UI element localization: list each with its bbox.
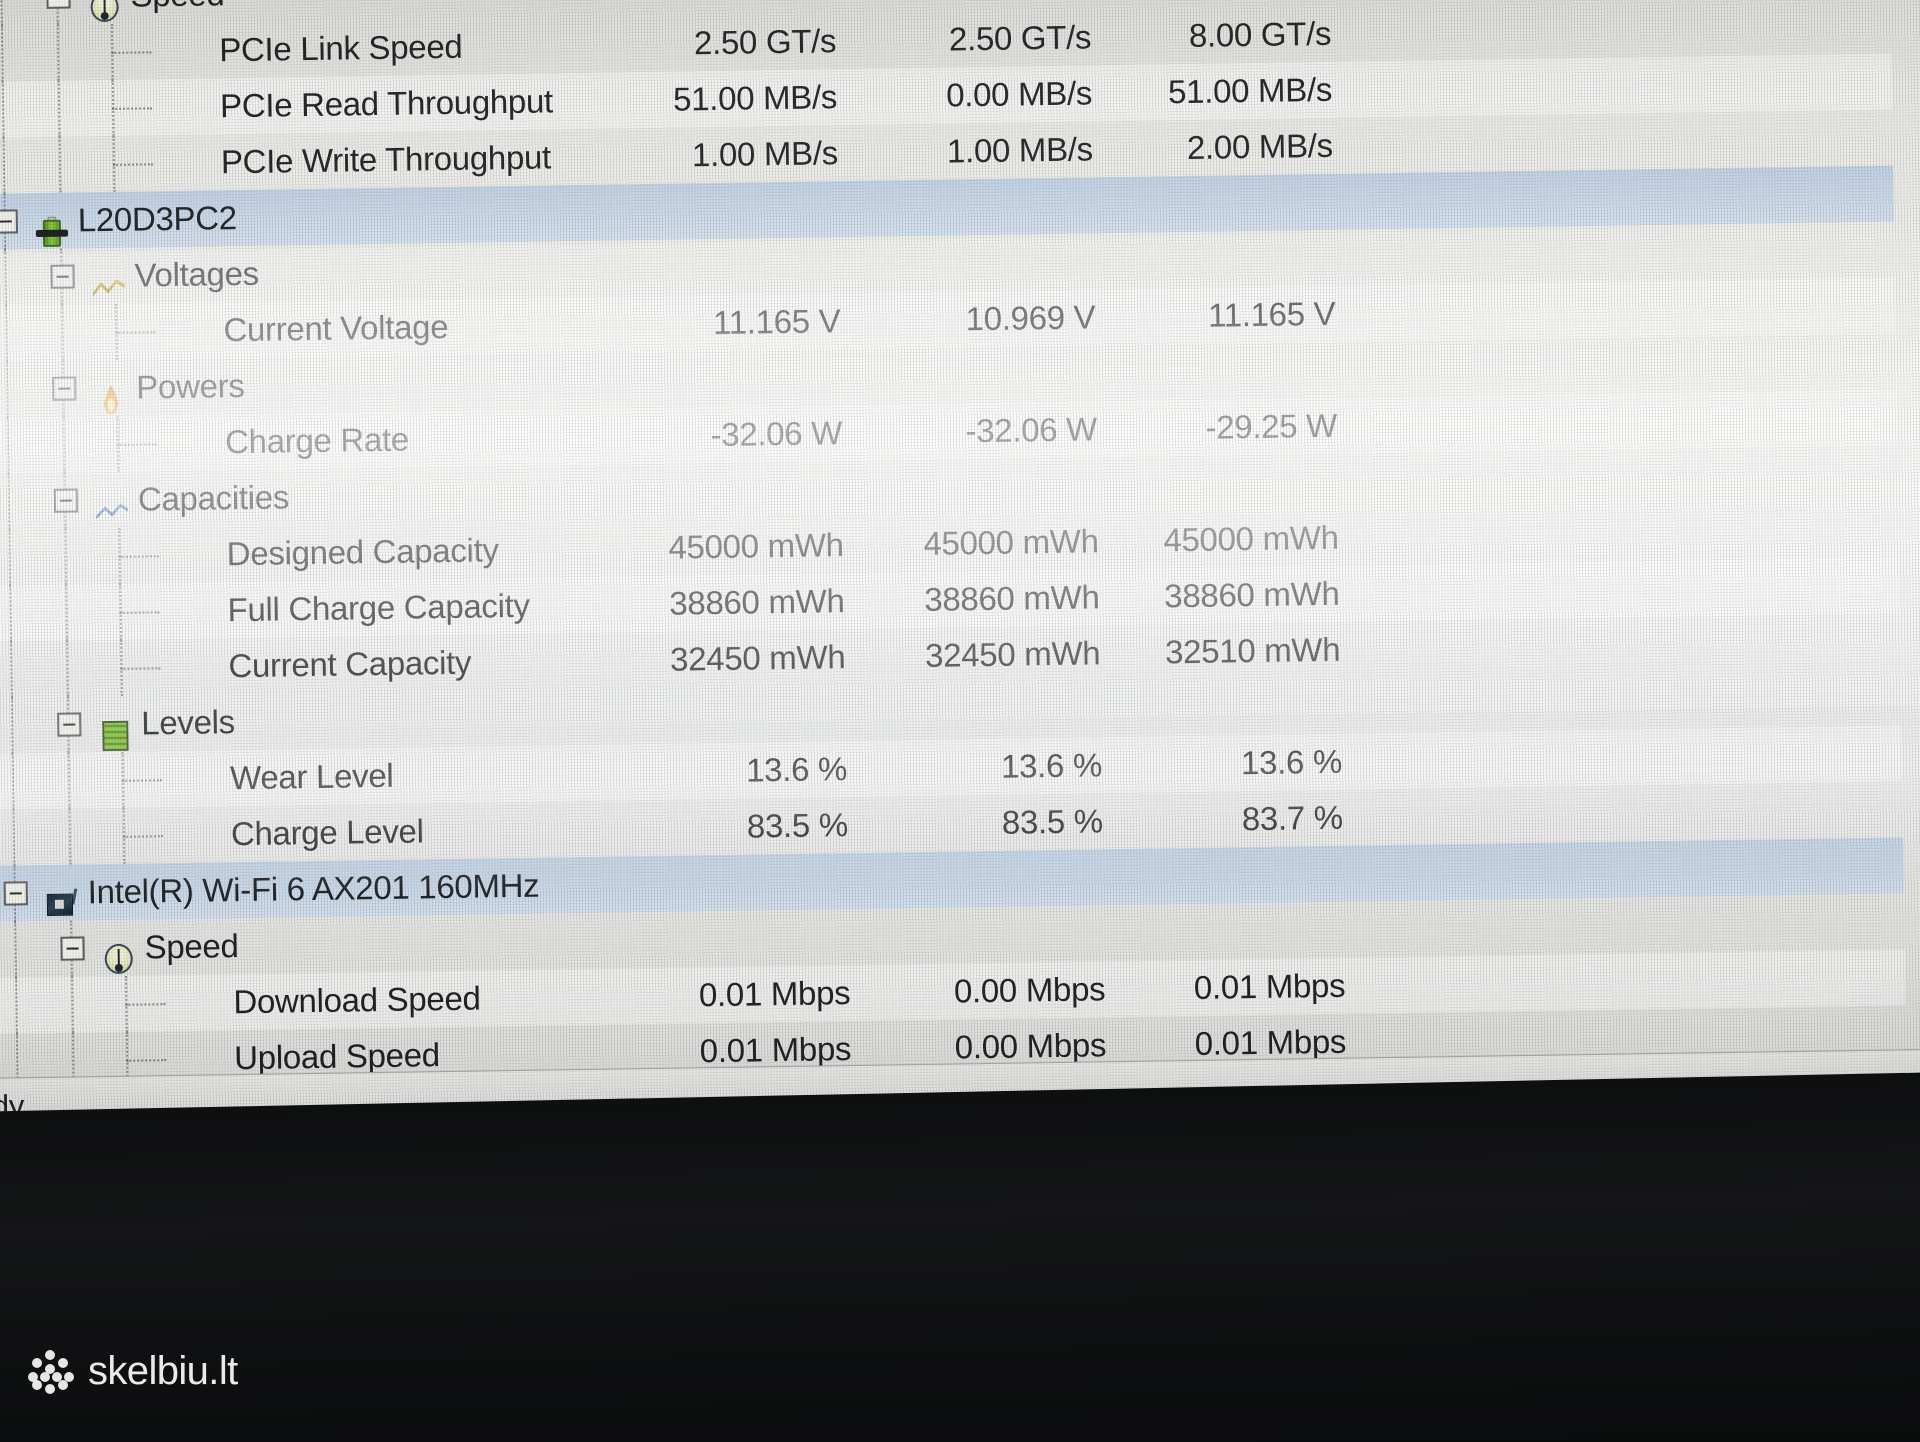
group-label: Levels [140,703,236,742]
sensor-value-col1: 83.5 % [746,806,849,845]
sensor-value-col1: 11.165 V [712,302,841,342]
capacity-waveform-icon [96,496,128,528]
sensor-value-col2: 45000 mWh [923,522,1099,562]
sensor-value-col2: 38860 mWh [923,578,1100,618]
tree-guide-lines [0,78,213,138]
sensor-value-col2: 0.00 Mbps [953,970,1106,1010]
sensor-value-col3: 32510 mWh [1164,630,1341,671]
tree-guide-lines [0,974,226,1034]
collapse-minus-icon[interactable] [46,0,71,9]
sensor-value-col1: 0.01 Mbps [698,974,851,1014]
tree-branch-dash [122,779,163,782]
sensor-value-col3: 13.6 % [1240,742,1343,782]
sensor-name: Designed Capacity [226,531,499,573]
collapse-minus-icon[interactable] [52,376,77,401]
device-label: Intel(R) Wi-Fi 6 AX201 160MHz [87,866,540,911]
battery-levels-icon [99,720,131,752]
sensor-value-col1: 45000 mWh [668,526,844,566]
sensor-value-col3: 51.00 MB/s [1167,70,1333,111]
sensor-value-col1: -32.06 W [710,414,843,454]
tree-branch-dash [120,667,161,670]
sensor-name: Download Speed [233,979,481,1021]
sensor-value-col2: 1.00 MB/s [946,130,1094,170]
sensor-value-col1: 51.00 MB/s [672,78,838,118]
speedometer-icon [103,943,135,976]
group-label: Voltages [134,254,260,294]
tree-branch-dash [117,443,158,446]
collapse-minus-icon[interactable] [50,264,75,289]
sensor-value-col3: 8.00 GT/s [1188,14,1332,54]
tree-branch-dash [112,107,153,110]
tree-guide-lines [0,302,216,362]
collapse-minus-icon[interactable] [0,209,18,234]
tree-guide-lines [0,22,212,82]
tree-branch-dash [122,835,163,838]
voltage-waveform-icon [93,272,125,304]
sensor-name: Current Capacity [228,643,472,685]
battery-plug-icon [35,216,69,249]
sensor-name: PCIe Write Throughput [220,138,552,181]
sensor-value-col2: 0.00 MB/s [945,74,1093,114]
sensor-name: Current Voltage [223,307,449,349]
watermark-label: skelbiu.lt [88,1349,238,1393]
collapse-minus-icon[interactable] [57,712,82,737]
tree-branch-dash [119,611,160,614]
sensor-name: PCIe Read Throughput [219,82,554,125]
sensor-name: Charge Rate [224,420,410,461]
sensor-name: PCIe Link Speed [218,27,463,69]
sensor-name: Full Charge Capacity [227,586,530,629]
tree-branch-dash [111,51,152,54]
sensor-value-col1: 1.00 MB/s [691,134,839,174]
wifi-card-icon [46,888,78,921]
sensor-value-col2: -32.06 W [965,410,1098,450]
group-label: Speed [130,0,224,15]
sensor-value-col1: 13.6 % [745,750,848,789]
sensor-value-col3: -29.25 W [1205,406,1338,446]
sensor-value-col2: 83.5 % [1001,802,1104,841]
tree-guide-lines [0,414,218,474]
tree-guide-lines [0,134,213,194]
sensor-value-col3: 83.7 % [1241,798,1344,838]
collapse-minus-icon[interactable] [3,881,28,906]
speedometer-icon [88,0,120,24]
tree-guide-lines [0,806,223,866]
sensor-value-col3: 2.00 MB/s [1186,126,1334,166]
sensor-value-col3: 0.01 Mbps [1193,966,1346,1006]
tree-branch-dash [115,331,156,334]
tree-branch-dash [126,1059,167,1062]
group-label: Powers [135,366,245,406]
sensor-tree[interactable]: Speed PCIe Link Speed 2.50 GT/s 2.50 GT/s 8.… [0,0,1906,1090]
collapse-minus-icon[interactable] [53,488,79,513]
tree-guide-lines [0,638,221,698]
flame-icon [94,384,126,416]
laptop-bezel [0,1071,1920,1442]
tree-guide-lines [0,526,219,586]
sensor-value-col3: 11.165 V [1207,294,1336,334]
group-label: Capacities [137,478,290,518]
sensor-value-col2: 2.50 GT/s [948,18,1092,58]
sensor-value-col2: 32450 mWh [924,634,1101,674]
sensor-value-col1: 38860 mWh [669,582,845,622]
sensor-value-col2: 13.6 % [1000,746,1103,785]
sensor-value-col3: 38860 mWh [1163,574,1340,615]
sensor-name: Charge Level [230,812,424,853]
tree-branch-dash [112,163,153,166]
group-label: Speed [144,927,239,966]
watermark: skelbiu.lt [28,1349,238,1394]
sensor-value-col1: 32450 mWh [669,638,846,678]
tree-guide-lines [0,582,220,642]
device-label: L20D3PC2 [77,199,238,239]
tree-branch-dash [118,555,159,558]
sensor-value-col3: 45000 mWh [1163,518,1339,559]
tree-branch-dash [125,1003,166,1006]
collapse-minus-icon[interactable] [60,936,85,961]
sensor-value-col2: 10.969 V [965,298,1096,338]
tree-guide-lines [0,750,222,810]
skelbiu-dots-logo-icon [28,1349,74,1394]
sensor-name: Wear Level [229,756,394,797]
sensor-value-col1: 2.50 GT/s [693,22,837,62]
